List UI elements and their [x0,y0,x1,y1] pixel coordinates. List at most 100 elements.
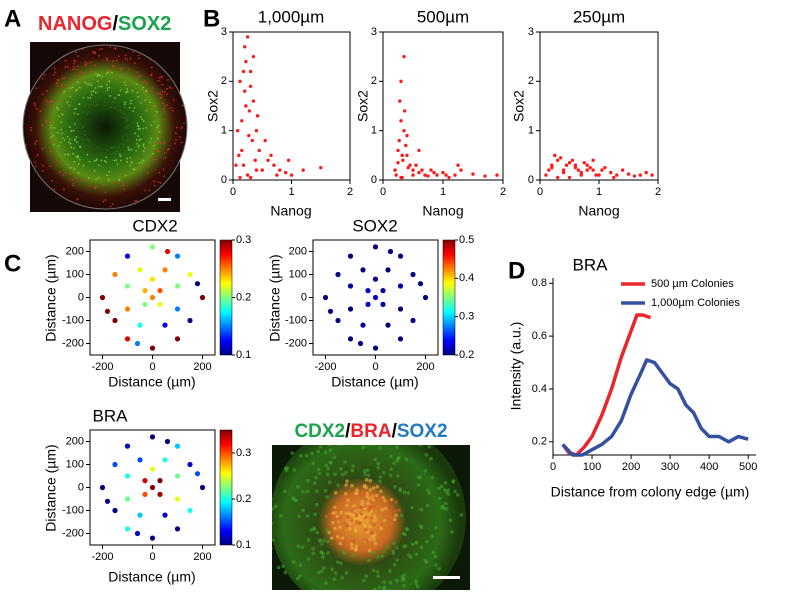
image-clip [272,445,466,590]
cell-dot [88,185,91,187]
cell-dot [372,538,376,542]
cell-dot [316,449,321,454]
cell-dot [325,472,330,477]
cell-dot [116,150,119,153]
cell-dot [76,198,79,200]
cell-dot [53,127,56,129]
cell-dot [88,145,91,148]
x-tick-label: 0 [550,461,556,473]
cell-dot [429,456,433,461]
cell-dot [100,154,102,157]
cell-dot [141,162,144,165]
point [269,153,273,158]
cell-dot [161,96,163,99]
cell-dot [162,168,165,171]
cell-dot [391,549,396,554]
cell-dot [84,61,87,63]
cell-dot [332,505,337,509]
cell-dot [123,81,126,84]
cell-dot [369,509,374,514]
cell-dot [342,521,347,526]
cell-dot [344,525,349,530]
cell-dot [350,468,355,473]
cell-dot [78,103,81,105]
cell-dot [395,459,400,463]
cell-dot [111,71,113,74]
x-tick-label: 300 [661,461,679,473]
cell-dot [124,54,127,57]
cell-point [174,306,181,312]
cell-dot [331,511,335,515]
cell-dot [123,116,125,119]
cell-dot [125,73,128,76]
cell-dot [63,139,66,141]
cell-point [347,253,354,259]
colorbar-tick-label: 0.2 [236,291,251,303]
cell-dot [136,77,139,80]
cell-dot [423,558,427,563]
cell-dot [119,155,122,158]
cell-point [357,340,364,347]
cell-dot [395,445,399,450]
cell-dot [81,142,84,145]
cell-dot [320,569,324,574]
cell-dot [368,478,373,483]
point [237,153,241,158]
cell-dot [48,106,51,109]
cell-dot [355,488,359,492]
cell-dot [113,65,116,68]
cell-dot [159,142,162,145]
cell-dot [375,570,380,574]
cell-dot [368,445,372,446]
plot-frame [539,31,659,181]
cell-dot [364,574,369,578]
cell-dot [98,48,101,51]
x-tick-label: 200 [193,551,211,563]
cell-dot [279,514,283,518]
cell-dot [59,171,61,174]
cell-dot [36,154,39,157]
cell-dot [73,59,75,62]
point [585,163,589,167]
y-tick-label: 0 [301,291,307,303]
cell-dot [73,123,76,126]
line [561,358,749,457]
cell-dot [57,115,60,118]
cell-dot [146,80,149,83]
cell-dot [115,59,118,62]
cell-dot [77,163,80,165]
cell-dot [321,566,326,570]
cell-dot [125,119,128,122]
cell-dot [143,80,146,82]
cell-dot [397,455,401,460]
cell-dot [93,100,95,103]
cell-dot [370,531,375,536]
cell-dot [85,139,88,141]
point [423,173,427,177]
cell-dot [152,152,154,155]
cell-dot [126,126,129,129]
cell-dot [99,74,101,77]
cell-dot [109,106,112,108]
y-axis-label: Distance (µm) [267,254,283,341]
cell-dot [284,466,288,471]
cell-point [380,288,386,294]
cell-dot [388,588,392,590]
cell-dot [178,91,181,94]
cell-dot [374,493,379,498]
cell-point [194,471,201,477]
x-tick-label: 200 [622,461,640,473]
cell-dot [364,504,368,508]
cell-dot [158,136,161,139]
cell-dot [144,99,147,102]
point [257,148,262,153]
cell-dot [58,161,61,164]
cell-dot [68,141,70,144]
cell-dot [82,48,84,51]
cell-dot [150,89,153,92]
cell-dot [316,467,321,472]
cell-dot [316,570,321,575]
x-axis-label: Distance from colony edge (µm) [551,484,750,500]
cell-dot [293,498,298,503]
cell-dot [365,518,370,523]
